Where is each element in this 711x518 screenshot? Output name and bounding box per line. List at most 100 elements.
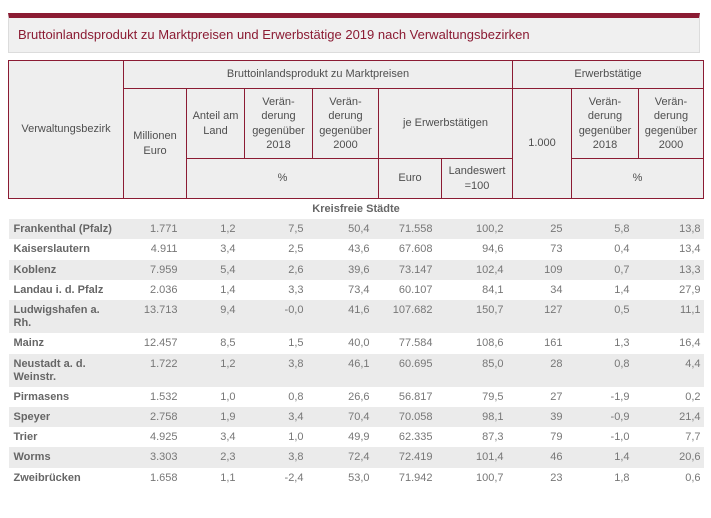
value-cell: 7.959 — [149, 263, 178, 276]
value-cell: 28 — [550, 357, 563, 370]
value-cell: 39 — [550, 411, 563, 424]
header-unit-euro: Euro — [378, 158, 442, 199]
value-cell: 107.682 — [392, 303, 433, 316]
table-row: Trier 4.925 3,4 1,0 49,9 62.335 87,3 79 … — [9, 427, 704, 447]
value-cell: 21,4 — [679, 411, 701, 424]
value-cell: 13,8 — [679, 223, 701, 236]
value-cell: 3,8 — [288, 451, 304, 464]
value-cell: 1.771 — [149, 223, 178, 236]
value-cell: 4.911 — [150, 243, 178, 256]
value-cell: 127 — [544, 303, 563, 316]
value-cell: 2.758 — [149, 411, 178, 424]
district-name: Frankenthal (Pfalz) — [13, 223, 112, 236]
value-cell: 49,9 — [348, 431, 370, 444]
value-cell: 87,3 — [482, 431, 504, 444]
value-cell: 100,2 — [475, 223, 504, 236]
value-cell: 100,7 — [475, 471, 504, 484]
table-row: Zweibrücken 1.658 1,1 -2,4 53,0 71.942 1… — [9, 468, 704, 488]
value-cell: 1,5 — [288, 337, 304, 350]
header-group-bruttoinlandsprodukt: Bruttoinlandsprodukt zu Marktpreisen — [123, 60, 513, 89]
value-cell: 2,3 — [220, 451, 236, 464]
value-cell: 5,8 — [614, 223, 630, 236]
header-erw-veraenderung-2018: Verän-derung gegenüber 2018 — [571, 88, 639, 159]
value-cell: 150,7 — [475, 303, 504, 316]
value-cell: 108,6 — [475, 337, 504, 350]
page-title: Bruttoinlandsprodukt zu Marktpreisen und… — [18, 27, 530, 42]
value-cell: -1,0 — [610, 431, 630, 444]
value-cell: 60.107 — [398, 283, 433, 296]
value-cell: 12.457 — [143, 337, 178, 350]
table-row: Frankenthal (Pfalz) 1.771 1,2 7,5 50,4 7… — [8, 219, 704, 240]
value-cell: 25 — [550, 223, 563, 236]
report-title-bar: Bruttoinlandsprodukt zu Marktpreisen und… — [8, 13, 700, 53]
value-cell: 3,3 — [288, 283, 304, 296]
value-cell: 71.558 — [398, 223, 433, 236]
value-cell: 70,4 — [348, 411, 370, 424]
value-cell: 7,5 — [288, 223, 304, 236]
value-cell: 1,4 — [614, 451, 630, 464]
district-name: Ludwigshafen a. Rh. — [13, 303, 100, 330]
value-cell: 16,4 — [679, 337, 701, 350]
value-cell: 53,0 — [348, 471, 370, 484]
value-cell: 1,0 — [288, 431, 304, 444]
value-cell: 1,2 — [220, 223, 236, 236]
value-cell: 2.036 — [149, 283, 178, 296]
value-cell: 9,4 — [220, 303, 236, 316]
value-cell: 41,6 — [348, 303, 370, 316]
header-millionen-euro: Millionen Euro — [123, 88, 187, 199]
value-cell: 79 — [550, 431, 563, 444]
value-cell: 27,9 — [679, 283, 701, 296]
value-cell: 0,4 — [614, 243, 630, 256]
value-cell: 5,4 — [220, 263, 236, 276]
value-cell: 0,2 — [685, 390, 701, 403]
header-unit-percent-bip: % — [186, 158, 379, 199]
value-cell: 3,4 — [220, 243, 236, 256]
table-row: Landau i. d. Pfalz 2.036 1,4 3,3 73,4 60… — [9, 280, 704, 300]
district-name: Trier — [13, 431, 38, 444]
value-cell: 161 — [544, 337, 563, 350]
district-name: Worms — [13, 451, 51, 464]
value-cell: 0,8 — [614, 357, 630, 370]
value-cell: 79,5 — [482, 390, 504, 403]
table-row: Speyer 2.758 1,9 3,4 70,4 70.058 98,1 39… — [8, 407, 704, 428]
value-cell: -0,0 — [284, 303, 304, 316]
table-row: Worms 3.303 2,3 3,8 72,4 72.419 101,4 46… — [8, 447, 704, 468]
value-cell: 1,3 — [614, 337, 630, 350]
value-cell: 50,4 — [348, 223, 370, 236]
header-anteil-am-land: Anteil am Land — [186, 88, 245, 159]
value-cell: 72,4 — [348, 451, 370, 464]
value-cell: 1.722 — [149, 357, 178, 370]
value-cell: 56.817 — [398, 390, 433, 403]
value-cell: 67.608 — [398, 243, 433, 256]
table-row: Ludwigshafen a. Rh. 13.713 9,4 -0,0 41,6… — [8, 299, 704, 334]
value-cell: 8,5 — [220, 337, 236, 350]
page: Bruttoinlandsprodukt zu Marktpreisen und… — [8, 13, 705, 488]
value-cell: 27 — [550, 390, 563, 403]
value-cell: 1.532 — [149, 390, 178, 403]
value-cell: 39,6 — [348, 263, 370, 276]
header-unit-percent-erw: % — [570, 158, 705, 199]
value-cell: 13,4 — [679, 243, 701, 256]
value-cell: 43,6 — [348, 243, 370, 256]
value-cell: 73,4 — [348, 283, 370, 296]
table-row: Koblenz 7.959 5,4 2,6 39,6 73.147 102,4 … — [8, 259, 704, 280]
value-cell: 3,4 — [220, 431, 236, 444]
value-cell: -1,9 — [610, 390, 630, 403]
value-cell: 13,3 — [679, 263, 701, 276]
value-cell: 102,4 — [475, 263, 504, 276]
value-cell: 77.584 — [398, 337, 433, 350]
value-cell: 1,4 — [220, 283, 236, 296]
section-title: Kreisfreie Städte — [8, 198, 704, 220]
header-erw-veraenderung-2000: Verän-derung gegenüber 2000 — [637, 88, 705, 159]
district-name: Landau i. d. Pfalz — [13, 283, 104, 296]
value-cell: 109 — [544, 263, 563, 276]
value-cell: 11,1 — [679, 303, 701, 316]
value-cell: 1,9 — [220, 411, 236, 424]
value-cell: 72.419 — [398, 451, 433, 464]
value-cell: 101,4 — [475, 451, 504, 464]
value-cell: 26,6 — [348, 390, 370, 403]
value-cell: 40,0 — [348, 337, 370, 350]
value-cell: 23 — [550, 471, 563, 484]
value-cell: 98,1 — [482, 411, 504, 424]
value-cell: 1,4 — [614, 283, 630, 296]
